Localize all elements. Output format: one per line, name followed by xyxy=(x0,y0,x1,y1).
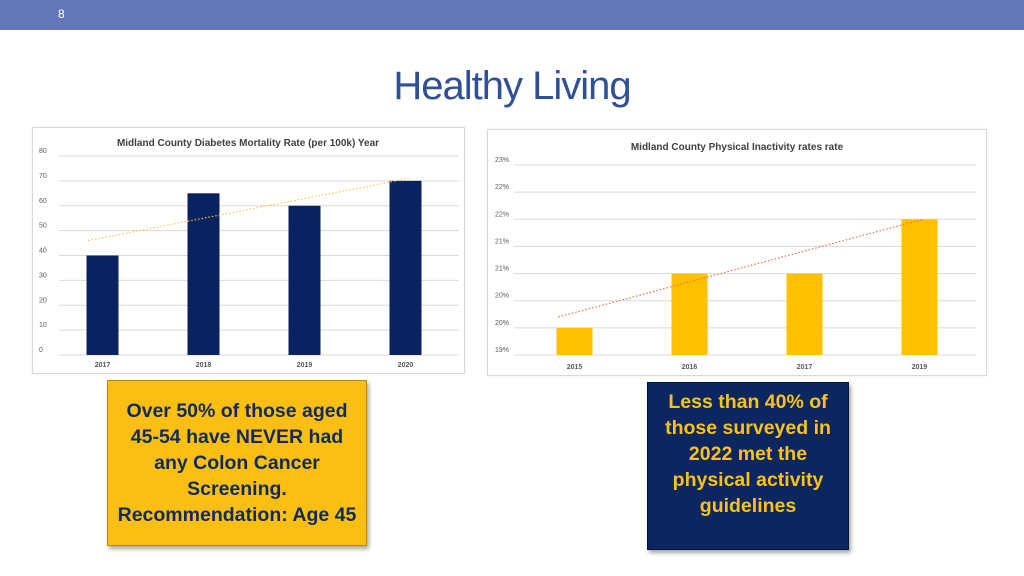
y-tick-label: 80 xyxy=(39,148,47,155)
chart-title: Midland County Physical Inactivity rates… xyxy=(631,142,844,153)
y-tick-label: 22% xyxy=(495,211,509,218)
x-tick-label: 2019 xyxy=(297,362,313,369)
bar-2015 xyxy=(556,327,593,355)
slide-title: Healthy Living xyxy=(393,64,631,108)
bar-2019 xyxy=(288,205,321,355)
x-tick-label: 2020 xyxy=(398,362,414,369)
trendline xyxy=(87,177,409,242)
y-tick-label: 60 xyxy=(39,198,47,205)
bar-2017 xyxy=(786,273,823,355)
y-tick-label: 20% xyxy=(495,293,509,300)
bar-2018 xyxy=(187,193,220,355)
diabetes-mortality-chart: Midland County Diabetes Mortality Rate (… xyxy=(32,127,465,374)
y-tick-label: 40 xyxy=(39,248,47,255)
physical-inactivity-chart-svg: Midland County Physical Inactivity rates… xyxy=(495,142,976,371)
trendline xyxy=(558,218,924,318)
x-tick-label: 2017 xyxy=(797,364,813,371)
bar-2017 xyxy=(86,255,119,355)
y-tick-label: 21% xyxy=(495,266,509,273)
x-tick-label: 2019 xyxy=(912,364,928,371)
x-tick-label: 2015 xyxy=(567,364,583,371)
x-tick-label: 2016 xyxy=(682,364,698,371)
y-tick-label: 22% xyxy=(495,184,509,191)
diabetes-mortality-chart-svg: Midland County Diabetes Mortality Rate (… xyxy=(39,138,459,369)
physical-activity-callout-text: Less than 40% of those surveyed in 2022 … xyxy=(665,391,831,517)
physical-activity-callout: Less than 40% of those surveyed in 2022 … xyxy=(647,382,849,550)
x-tick-label: 2017 xyxy=(95,362,111,369)
y-tick-label: 20% xyxy=(495,320,509,327)
y-tick-label: 23% xyxy=(495,157,509,164)
colon-cancer-callout: Over 50% of those aged 45-54 have NEVER … xyxy=(107,380,367,546)
y-tick-label: 70 xyxy=(39,173,47,180)
physical-inactivity-chart: Midland County Physical Inactivity rates… xyxy=(487,129,987,376)
y-tick-label: 21% xyxy=(495,238,509,245)
bar-2020 xyxy=(389,180,422,355)
top-bar: 8 xyxy=(0,0,1024,30)
y-tick-label: 30 xyxy=(39,272,47,279)
bar-2019 xyxy=(901,219,938,355)
y-tick-label: 19% xyxy=(495,347,509,354)
bar-2016 xyxy=(671,273,708,355)
colon-cancer-callout-text: Over 50% of those aged 45-54 have NEVER … xyxy=(117,400,357,526)
y-tick-label: 0 xyxy=(39,347,43,354)
x-tick-label: 2018 xyxy=(196,362,212,369)
y-tick-label: 20 xyxy=(39,297,47,304)
y-tick-label: 10 xyxy=(39,322,47,329)
y-tick-label: 50 xyxy=(39,223,47,230)
slide-number: 8 xyxy=(58,7,65,21)
chart-title: Midland County Diabetes Mortality Rate (… xyxy=(117,138,379,149)
